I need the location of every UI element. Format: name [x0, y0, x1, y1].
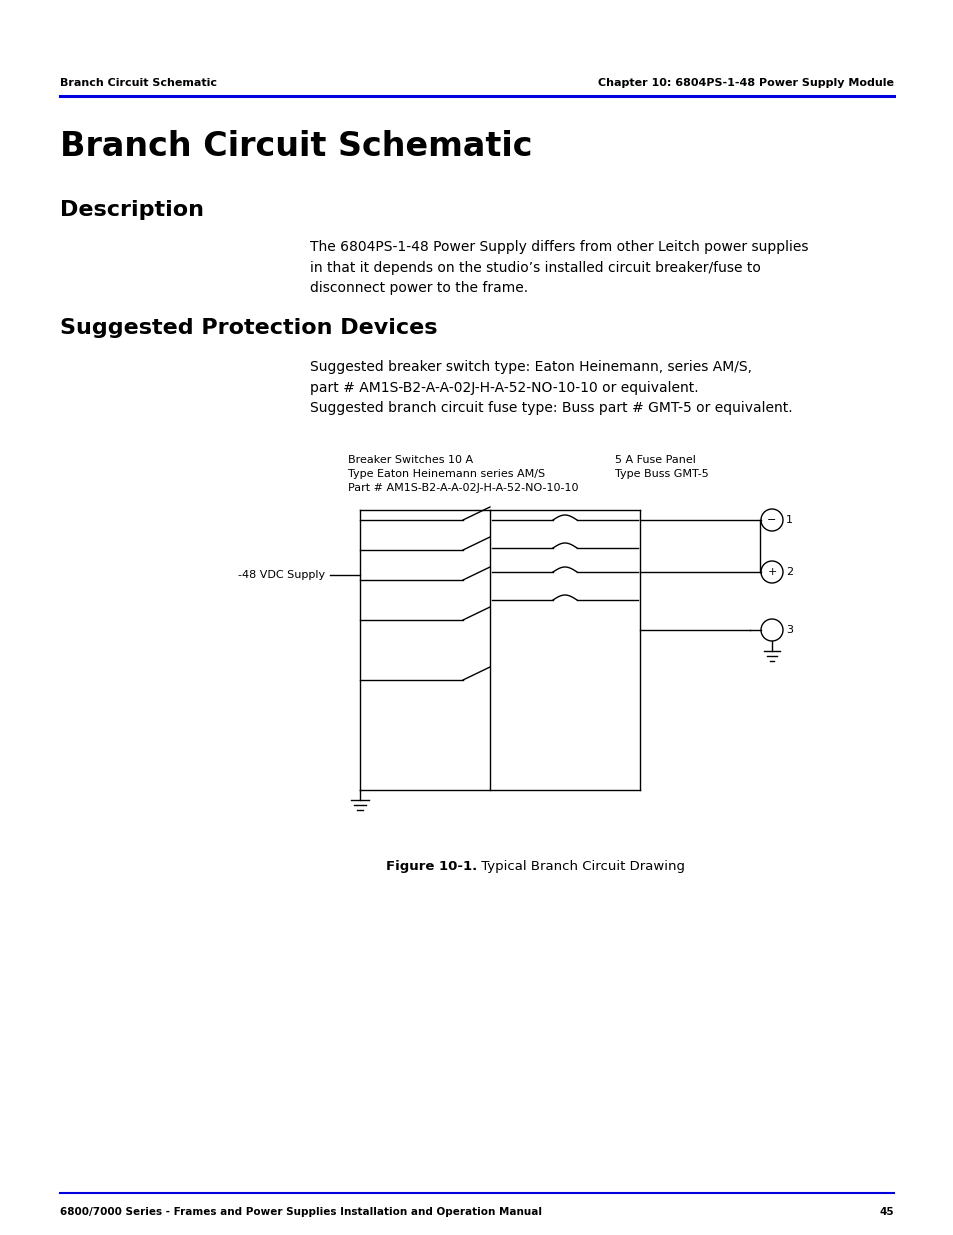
- Text: Typical Branch Circuit Drawing: Typical Branch Circuit Drawing: [476, 860, 684, 873]
- Text: -48 VDC Supply: -48 VDC Supply: [237, 571, 325, 580]
- Text: Figure 10-1.: Figure 10-1.: [385, 860, 476, 873]
- Text: Suggested breaker switch type: Eaton Heinemann, series AM/S,
part # AM1S-B2-A-A-: Suggested breaker switch type: Eaton Hei…: [310, 359, 792, 415]
- Text: Suggested Protection Devices: Suggested Protection Devices: [60, 317, 437, 338]
- Text: Description: Description: [60, 200, 204, 220]
- Text: Branch Circuit Schematic: Branch Circuit Schematic: [60, 130, 532, 163]
- Text: Type Eaton Heinemann series AM/S: Type Eaton Heinemann series AM/S: [348, 469, 544, 479]
- Text: Type Buss GMT-5: Type Buss GMT-5: [615, 469, 708, 479]
- Text: Branch Circuit Schematic: Branch Circuit Schematic: [60, 78, 216, 88]
- Text: Breaker Switches 10 A: Breaker Switches 10 A: [348, 454, 473, 466]
- Text: −: −: [766, 515, 776, 525]
- Text: 45: 45: [879, 1207, 893, 1216]
- Text: Part # AM1S-B2-A-A-02J-H-A-52-NO-10-10: Part # AM1S-B2-A-A-02J-H-A-52-NO-10-10: [348, 483, 578, 493]
- Text: Chapter 10: 6804PS-1-48 Power Supply Module: Chapter 10: 6804PS-1-48 Power Supply Mod…: [598, 78, 893, 88]
- Text: 6800/7000 Series - Frames and Power Supplies Installation and Operation Manual: 6800/7000 Series - Frames and Power Supp…: [60, 1207, 541, 1216]
- Text: 3: 3: [785, 625, 792, 635]
- Text: 1: 1: [785, 515, 792, 525]
- Text: 2: 2: [785, 567, 792, 577]
- Text: +: +: [766, 567, 776, 577]
- Text: The 6804PS-1-48 Power Supply differs from other Leitch power supplies
in that it: The 6804PS-1-48 Power Supply differs fro…: [310, 240, 807, 295]
- Text: 5 A Fuse Panel: 5 A Fuse Panel: [615, 454, 695, 466]
